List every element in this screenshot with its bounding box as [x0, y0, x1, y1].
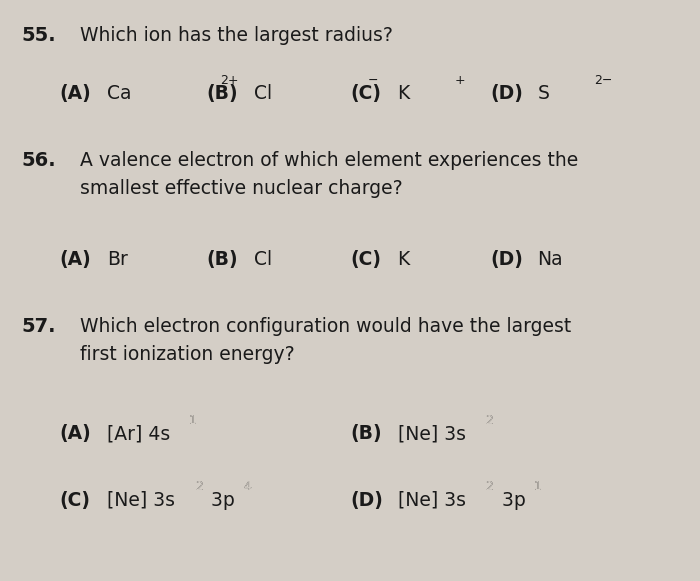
Text: [Ne] 3s: [Ne] 3s	[398, 491, 466, 510]
Text: (A): (A)	[60, 250, 91, 269]
Text: Cl: Cl	[254, 84, 272, 103]
Text: (C): (C)	[350, 250, 381, 269]
Text: (B): (B)	[206, 250, 238, 269]
Text: (D): (D)	[350, 491, 383, 510]
Text: (A): (A)	[60, 424, 91, 443]
Text: 56.: 56.	[21, 151, 55, 170]
Text: K: K	[398, 250, 410, 269]
Text: [Ne] 3s: [Ne] 3s	[107, 491, 175, 510]
Text: (D): (D)	[490, 84, 523, 103]
Text: Which electron configuration would have the largest
first ionization energy?: Which electron configuration would have …	[80, 317, 572, 364]
Text: (A): (A)	[60, 84, 91, 103]
Text: A valence electron of which element experiences the
smallest effective nuclear c: A valence electron of which element expe…	[80, 151, 579, 198]
Text: 1: 1	[534, 480, 542, 493]
Text: (B): (B)	[350, 424, 382, 443]
Text: K: K	[398, 84, 410, 103]
Text: Which ion has the largest radius?: Which ion has the largest radius?	[80, 26, 393, 45]
Text: Cl: Cl	[254, 250, 272, 269]
Text: 2: 2	[485, 414, 494, 426]
Text: (B): (B)	[206, 84, 238, 103]
Text: 2+: 2+	[220, 74, 239, 87]
Text: 55.: 55.	[21, 26, 55, 45]
Text: 2: 2	[485, 414, 494, 426]
Text: 3p: 3p	[496, 491, 525, 510]
Text: 1: 1	[534, 480, 542, 493]
Text: 2: 2	[485, 480, 494, 493]
Text: (C): (C)	[60, 491, 90, 510]
Text: [Ar] 4s: [Ar] 4s	[107, 424, 170, 443]
Text: 2−: 2−	[594, 74, 612, 87]
Text: [Ne] 3s: [Ne] 3s	[398, 424, 466, 443]
Text: Ca: Ca	[107, 84, 132, 103]
Text: Na: Na	[538, 250, 564, 269]
Text: 2: 2	[485, 480, 494, 493]
Text: 1: 1	[189, 414, 197, 426]
Text: +: +	[454, 74, 465, 87]
Text: 1: 1	[189, 414, 197, 426]
Text: (C): (C)	[350, 84, 381, 103]
Text: (D): (D)	[490, 250, 523, 269]
Text: 2: 2	[195, 480, 203, 493]
Text: S: S	[538, 84, 550, 103]
Text: 4: 4	[244, 480, 251, 493]
Text: −: −	[368, 74, 378, 87]
Text: 3p: 3p	[205, 491, 235, 510]
Text: Br: Br	[107, 250, 128, 269]
Text: 4: 4	[244, 480, 251, 493]
Text: 57.: 57.	[21, 317, 55, 336]
Text: 2: 2	[195, 480, 203, 493]
